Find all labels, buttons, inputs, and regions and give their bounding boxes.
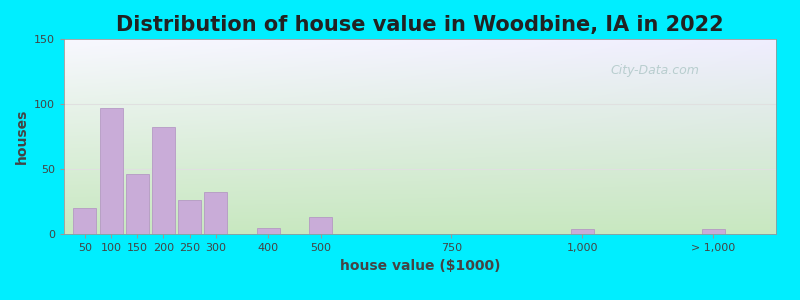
X-axis label: house value ($1000): house value ($1000) (340, 259, 500, 273)
Bar (309, 217, 332, 234)
Bar (152, 128, 175, 234)
Bar (178, 200, 201, 234)
Bar (702, 229, 725, 234)
Bar (570, 229, 594, 234)
Bar (257, 227, 280, 234)
Bar (126, 174, 149, 234)
Title: Distribution of house value in Woodbine, IA in 2022: Distribution of house value in Woodbine,… (116, 15, 724, 35)
Bar (99, 108, 122, 234)
Text: City-Data.com: City-Data.com (610, 64, 699, 77)
Y-axis label: houses: houses (14, 109, 29, 164)
Bar (204, 192, 227, 234)
Bar (74, 208, 97, 234)
